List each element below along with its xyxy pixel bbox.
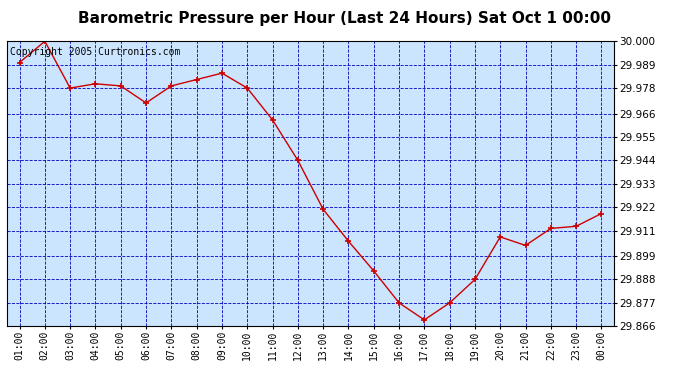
Text: Barometric Pressure per Hour (Last 24 Hours) Sat Oct 1 00:00: Barometric Pressure per Hour (Last 24 Ho… [79, 11, 611, 26]
Text: Copyright 2005 Curtronics.com: Copyright 2005 Curtronics.com [10, 47, 180, 57]
